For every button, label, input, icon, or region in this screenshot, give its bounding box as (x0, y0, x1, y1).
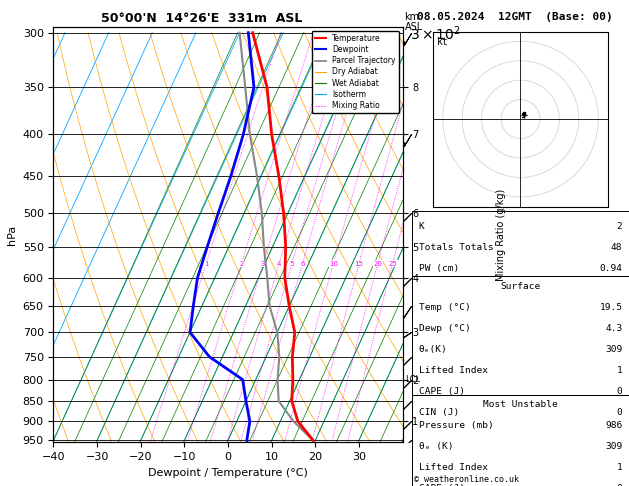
Text: CAPE (J): CAPE (J) (418, 485, 464, 486)
Text: 1: 1 (617, 463, 623, 472)
Text: 3: 3 (261, 260, 265, 267)
Text: Surface: Surface (501, 281, 540, 291)
Legend: Temperature, Dewpoint, Parcel Trajectory, Dry Adiabat, Wet Adiabat, Isotherm, Mi: Temperature, Dewpoint, Parcel Trajectory… (311, 31, 399, 113)
Text: km: km (404, 12, 420, 22)
Y-axis label: hPa: hPa (7, 225, 17, 244)
X-axis label: Dewpoint / Temperature (°C): Dewpoint / Temperature (°C) (148, 468, 308, 478)
Text: 0: 0 (617, 485, 623, 486)
Bar (412, 395, 629, 486)
Bar (412, 276, 629, 395)
Text: kt: kt (437, 37, 448, 47)
Text: θₑ(K): θₑ(K) (418, 345, 447, 354)
Text: Lifted Index: Lifted Index (418, 463, 487, 472)
Text: 309: 309 (605, 442, 623, 451)
Text: 15: 15 (355, 260, 364, 267)
Text: Dewp (°C): Dewp (°C) (418, 324, 470, 332)
Text: 1: 1 (617, 365, 623, 375)
Text: K: K (418, 222, 424, 231)
Text: © weatheronline.co.uk: © weatheronline.co.uk (414, 474, 519, 484)
Bar (412, 211, 629, 276)
Text: 48: 48 (611, 243, 623, 252)
Text: 50°00'N  14°26'E  331m  ASL: 50°00'N 14°26'E 331m ASL (101, 12, 302, 25)
Text: 1: 1 (204, 260, 208, 267)
Text: 0: 0 (617, 408, 623, 417)
Text: LCL: LCL (405, 375, 420, 384)
Text: Pressure (mb): Pressure (mb) (418, 421, 493, 430)
Text: 25: 25 (388, 260, 397, 267)
Text: 2: 2 (617, 222, 623, 231)
Text: CIN (J): CIN (J) (418, 408, 459, 417)
Text: 0.94: 0.94 (599, 264, 623, 273)
Text: 986: 986 (605, 421, 623, 430)
Text: 309: 309 (605, 345, 623, 354)
Text: 19.5: 19.5 (599, 303, 623, 312)
Text: ASL: ASL (404, 22, 423, 32)
Text: 5: 5 (289, 260, 294, 267)
Y-axis label: Mixing Ratio (g/kg): Mixing Ratio (g/kg) (496, 189, 506, 280)
Text: 0: 0 (617, 387, 623, 396)
Text: θₑ (K): θₑ (K) (418, 442, 453, 451)
Text: 2: 2 (239, 260, 243, 267)
Text: Temp (°C): Temp (°C) (418, 303, 470, 312)
Text: 20: 20 (373, 260, 382, 267)
Text: CAPE (J): CAPE (J) (418, 387, 464, 396)
Text: Totals Totals: Totals Totals (418, 243, 493, 252)
Text: 4: 4 (277, 260, 281, 267)
Text: 08.05.2024  12GMT  (Base: 00): 08.05.2024 12GMT (Base: 00) (417, 12, 613, 22)
Text: 10: 10 (329, 260, 338, 267)
Text: PW (cm): PW (cm) (418, 264, 459, 273)
Text: Lifted Index: Lifted Index (418, 365, 487, 375)
Text: 6: 6 (300, 260, 304, 267)
Text: 4.3: 4.3 (605, 324, 623, 332)
Text: Most Unstable: Most Unstable (483, 400, 558, 409)
